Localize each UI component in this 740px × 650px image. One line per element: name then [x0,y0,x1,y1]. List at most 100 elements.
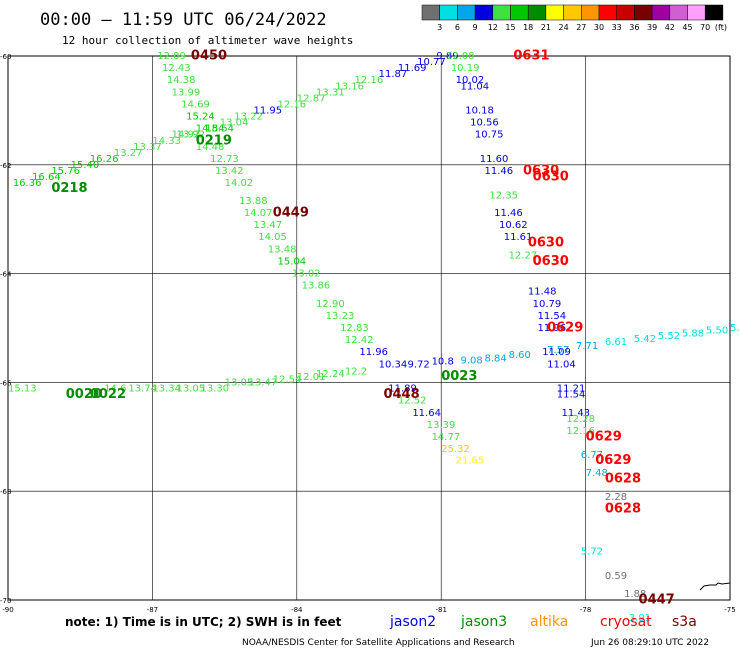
wave-height-value: 12.83 [340,323,369,334]
wave-height-value: 13.16 [335,81,364,92]
wave-height-value: 5.27 [730,323,740,334]
wave-height-value: 11.64 [412,408,441,419]
wave-height-value: 15.24 [186,111,215,122]
wave-height-value: 13.05 [176,383,205,394]
axis-tick-labels: -60 -62 -64 -66 -68 -70-90 -87 -84 -81 -78 -75 [0,53,736,614]
wave-height-value: 5.52 [658,331,680,342]
scale-label: 21 [541,23,551,32]
color-scale-legend: 3 6 9 12 15 18 21 24 27 30 33 36 39 42 45 70 (ft) [421,4,727,32]
scale-label: 6 [455,23,460,32]
wave-height-value: 14.07 [244,208,273,219]
lat-lon-grid [8,55,730,601]
wave-height-value: 15.13 [8,383,37,394]
wave-height-value: 8.84 [485,353,507,364]
lon-tick-label: -87 [147,606,158,614]
wave-height-value: 11.96 [537,323,566,334]
pass-time: 0447 [639,593,675,608]
wave-height-value: 2.28 [605,492,627,503]
scale-label: 18 [523,23,533,32]
wave-height-value: 15.04 [278,257,307,268]
wave-height-value: 14.33 [152,136,181,147]
wave-height-value: 9.89 [436,51,458,62]
wave-height-value: 13.04 [220,117,249,128]
scale-label: 24 [559,23,569,32]
scale-label: 33 [612,23,622,32]
wave-height-value: 13.48 [268,245,297,256]
wave-height-value: 13.39 [427,420,456,431]
scale-label: 12 [488,23,498,32]
wave-height-value: 12.2 [345,367,367,378]
wave-height-value: 12.28 [566,414,595,425]
wave-height-value: 11.54 [557,389,586,400]
scale-label: 9 [473,23,478,32]
wave-height-value: 13.99 [172,87,201,98]
wave-height-labels: 12.8912.4314.3813.9914.6915.2414.8415.54… [8,51,740,624]
wave-height-value: 7.48 [586,468,608,479]
lat-tick-label: -70 [0,597,11,605]
pass-time: 0022 [90,387,126,402]
wave-height-value: 14.92 [172,129,201,140]
scale-unit: (ft) [715,23,727,32]
wave-height-value: 12.35 [489,190,518,201]
pass-time: 0448 [383,387,419,402]
scale-swatch [527,4,547,21]
lon-tick-label: -78 [580,606,591,614]
wave-height-value: 11.09 [542,347,571,358]
wave-height-value: 13.92 [176,129,205,140]
scale-swatch [510,4,529,21]
pass-time: 0219 [196,133,232,148]
wave-height-value: 16.64 [32,172,61,183]
wave-height-value: 16.36 [13,178,42,189]
wave-height-value: 11.95 [253,105,282,116]
footnote: note: 1) Time is in UTC; 2) SWH is in fe… [65,615,342,629]
wave-height-value: 14.84 [196,123,225,134]
scale-swatch [421,4,440,21]
wave-height-value: 12.01 [297,372,326,383]
pass-time: 0630 [528,236,564,251]
wave-height-value: 13.34 [152,383,181,394]
pass-time: 0630 [533,169,569,184]
timestamp: Jun 26 08:29:10 UTC 2022 [590,638,709,648]
wave-height-value: 12.08 [446,51,475,62]
wave-height-value: 12.16 [355,75,384,86]
wave-height-value: 6.61 [605,337,627,348]
wave-height-value: 13.31 [316,87,345,98]
satellite-name: s3a [672,614,697,630]
coastline-outline [699,582,731,591]
satellite-legend: jason2 jason3 altika cryosat s3a [389,614,697,630]
lon-tick-label: -90 [2,606,13,614]
pass-time: 0628 [605,502,641,517]
wave-height-value: 13.22 [234,111,263,122]
scale-swatch [616,4,635,21]
wave-height-value: 10.34 [379,359,408,370]
satellite-name: jason3 [460,614,507,630]
wave-height-value: 10.18 [465,105,494,116]
wave-height-value: 14.6 [104,383,126,394]
wave-height-value: 14.69 [181,99,210,110]
lat-tick-label: -62 [0,162,11,170]
wave-height-value: 11.48 [528,287,557,298]
wave-height-value: 10.77 [417,57,446,68]
lat-tick-label: -64 [0,271,12,279]
wave-height-value: 10.56 [470,117,499,128]
wave-height-value: 11.69 [398,63,427,74]
wave-height-value: 14.38 [167,75,196,86]
wave-height-value: 10.19 [451,63,480,74]
wave-height-value: 3.91 [629,613,651,624]
wave-height-value: 12.73 [210,154,239,165]
wave-height-value: 11.61 [504,232,533,243]
wave-height-value: 0.59 [605,571,627,582]
wave-height-value: 9.72 [408,359,430,370]
scale-swatch [598,4,617,21]
wave-height-value: 11.96 [359,347,388,358]
wave-height-value: 11.46 [485,166,514,177]
wave-height-value: 12.54 [273,375,302,386]
wave-height-value: 14.48 [196,142,225,153]
lat-tick-label: -60 [0,53,11,61]
pass-time: 0630 [533,254,569,269]
wave-height-value: 5.50 [706,326,728,337]
wave-height-value: 12.16 [566,426,595,437]
